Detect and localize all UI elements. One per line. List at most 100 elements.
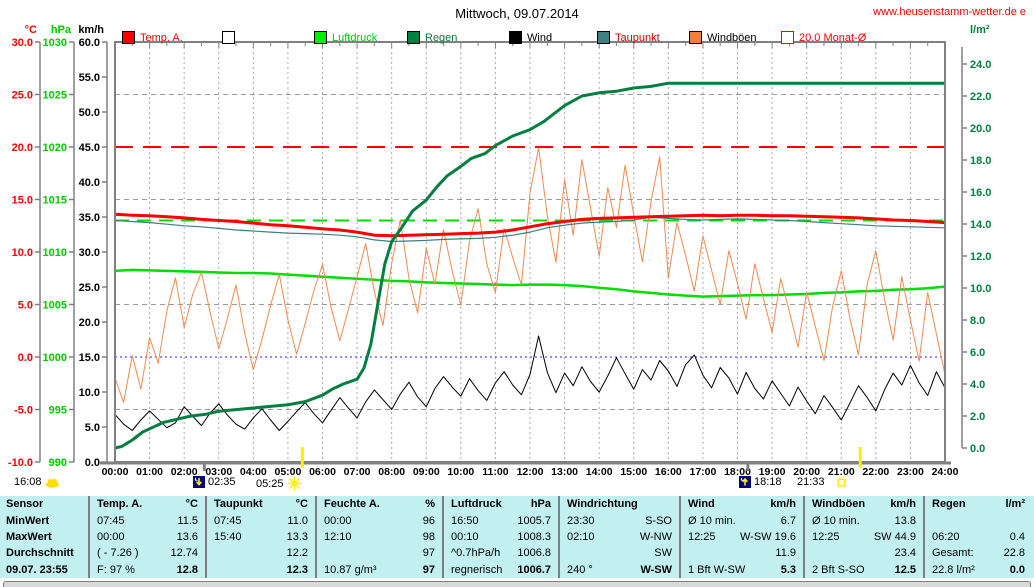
table-column-header: Windrichtung <box>567 498 638 511</box>
table-row-avg: 12.2 <box>286 547 308 560</box>
table-column: Windrichtung 23:30 S-SO 02:10 W-NW SW 24… <box>558 496 679 578</box>
svg-text:990: 990 <box>49 457 67 469</box>
svg-text:15.0: 15.0 <box>12 195 33 207</box>
table-row-avg: 11.9 <box>775 547 796 560</box>
svg-text:15.0: 15.0 <box>79 352 100 364</box>
table-row-current: 10.87 g/m³ 97 <box>324 563 435 576</box>
table-column: Windböen km/h Ø 10 min. 13.8 12:25 SW 44… <box>803 496 923 578</box>
legend-label: 20.0 Monat-Ø <box>799 31 867 44</box>
sunrise-annotation: 05:25 <box>256 476 305 491</box>
svg-text:22:00: 22:00 <box>862 466 889 478</box>
table-row-avg: 23.4 <box>894 547 916 560</box>
svg-text:15:00: 15:00 <box>620 466 647 478</box>
table-row-current: F: 97 % 12.8 <box>97 563 198 576</box>
table-row-avg: Gesamt: 22.8 <box>932 547 1025 560</box>
svg-text:14.0: 14.0 <box>970 219 991 231</box>
table-row-min: Ø 10 min. 13.8 <box>812 514 916 527</box>
table-sensor-column: Sensor MinWert MaxWert Durchschnitt 09.0… <box>0 496 88 578</box>
chart-legend: Temp. A. Luftdruck Regen Wind Taupunkt W… <box>0 31 1034 47</box>
table-row-max: 02:10 W-NW <box>567 530 672 543</box>
svg-text:25.0: 25.0 <box>12 90 33 102</box>
legend-swatch <box>314 31 327 44</box>
svg-text:0.0: 0.0 <box>85 457 100 469</box>
table-row-min: 23:30 S-SO <box>567 514 672 527</box>
svg-text:8.0: 8.0 <box>970 315 985 327</box>
svg-text:55.0: 55.0 <box>79 72 100 84</box>
page-title: Mittwoch, 09.07.2014 <box>455 6 579 21</box>
table-row-avg: ( - 7.26 ) 12.74 <box>97 547 198 560</box>
svg-text:hPa: hPa <box>51 24 72 36</box>
legend-label: Regen <box>425 31 458 44</box>
table-column-header: Feuchte A. % <box>324 498 435 511</box>
svg-text:6.0: 6.0 <box>970 347 985 359</box>
svg-text:30.0: 30.0 <box>79 247 100 259</box>
table-row-min: 16:50 1005.7 <box>451 514 551 527</box>
table-column: Taupunkt °C 07:45 11.0 15:40 13.3 12.2 <box>205 496 315 578</box>
svg-text:04:00: 04:00 <box>240 466 267 478</box>
table-row-min: 07:45 11.0 <box>214 514 308 527</box>
svg-text:20.0: 20.0 <box>79 317 100 329</box>
site-link[interactable]: www.heusenstamm-wetter.de e <box>873 6 1026 18</box>
legend-swatch <box>597 31 610 44</box>
svg-text:1015: 1015 <box>43 195 67 207</box>
svg-text:0.0: 0.0 <box>18 352 33 364</box>
svg-text:35.0: 35.0 <box>79 212 100 224</box>
svg-text:09:00: 09:00 <box>413 466 440 478</box>
svg-text:1005: 1005 <box>43 300 67 312</box>
sun-moon-annotations: 16:08 02:35 05:25 <box>0 476 1034 492</box>
table-row-current: 12.3 <box>286 563 308 576</box>
svg-text:07:00: 07:00 <box>344 466 371 478</box>
table-row-min: 00:00 96 <box>324 514 435 527</box>
sunset-icon <box>836 477 846 487</box>
table-row-max: 00:10 1008.3 <box>451 530 551 543</box>
legend-swatch <box>222 31 235 44</box>
svg-text:22.0: 22.0 <box>970 91 991 103</box>
report-time: 16:08 <box>14 476 63 488</box>
table-row-max: 00:00 13.6 <box>97 530 198 543</box>
svg-text:24:00: 24:00 <box>932 466 959 478</box>
svg-text:0.0: 0.0 <box>970 443 985 455</box>
svg-text:45.0: 45.0 <box>79 142 100 154</box>
legend-item <box>222 31 240 44</box>
svg-text:km/h: km/h <box>78 24 104 36</box>
svg-text:03:00: 03:00 <box>205 466 232 478</box>
legend-item: Taupunkt <box>597 31 660 44</box>
table-row-max: 12:25 SW 44.9 <box>812 530 916 543</box>
svg-text:24.0: 24.0 <box>970 59 991 71</box>
legend-item: Regen <box>407 31 457 44</box>
svg-text:25.0: 25.0 <box>79 282 100 294</box>
table-row-min: Ø 10 min. 6.7 <box>688 514 796 527</box>
svg-text:05:00: 05:00 <box>274 466 301 478</box>
svg-text:10.0: 10.0 <box>970 283 991 295</box>
svg-text:13:00: 13:00 <box>551 466 578 478</box>
svg-text:-10.0: -10.0 <box>8 457 33 469</box>
table-column: Luftdruck hPa 16:50 1005.7 00:10 1008.3 … <box>442 496 558 578</box>
svg-text:1010: 1010 <box>43 247 67 259</box>
svg-text:16:00: 16:00 <box>655 466 682 478</box>
table-row-avg: 97 <box>422 547 435 560</box>
summary-table: Sensor MinWert MaxWert Durchschnitt 09.0… <box>0 496 1034 578</box>
table-column: Temp. A. °C 07:45 11.5 00:00 13.6 ( - 7.… <box>88 496 205 578</box>
table-column-header: Regen l/m² <box>932 498 1025 511</box>
svg-text:21:00: 21:00 <box>828 466 855 478</box>
weather-chart: 30.0 25.0 20.0 15.0 10.0 5.0 0.0 -5.0 -10.0 °C 103… <box>8 24 992 478</box>
table-row-header: 09.07. 23:55 <box>6 563 68 576</box>
svg-text:18:00: 18:00 <box>724 466 751 478</box>
svg-text:5.0: 5.0 <box>18 300 33 312</box>
svg-text:12.0: 12.0 <box>970 251 991 263</box>
svg-text:01:00: 01:00 <box>136 466 163 478</box>
legend-label: Temp. A. <box>140 31 183 44</box>
svg-text:4.0: 4.0 <box>970 379 985 391</box>
sunrise-sun-icon <box>287 476 302 491</box>
svg-text:08:00: 08:00 <box>378 466 405 478</box>
legend-item: Wind <box>509 31 552 44</box>
legend-item: Luftdruck <box>314 31 377 44</box>
legend-label: Wind <box>527 31 553 44</box>
svg-text:10:00: 10:00 <box>447 466 474 478</box>
svg-text:02:00: 02:00 <box>171 466 198 478</box>
table-row-max: 15:40 13.3 <box>214 530 308 543</box>
svg-text:20.0: 20.0 <box>970 123 991 135</box>
legend-label: Windböen <box>707 31 757 44</box>
table-row-current: regnerisch 1006.7 <box>451 563 551 576</box>
